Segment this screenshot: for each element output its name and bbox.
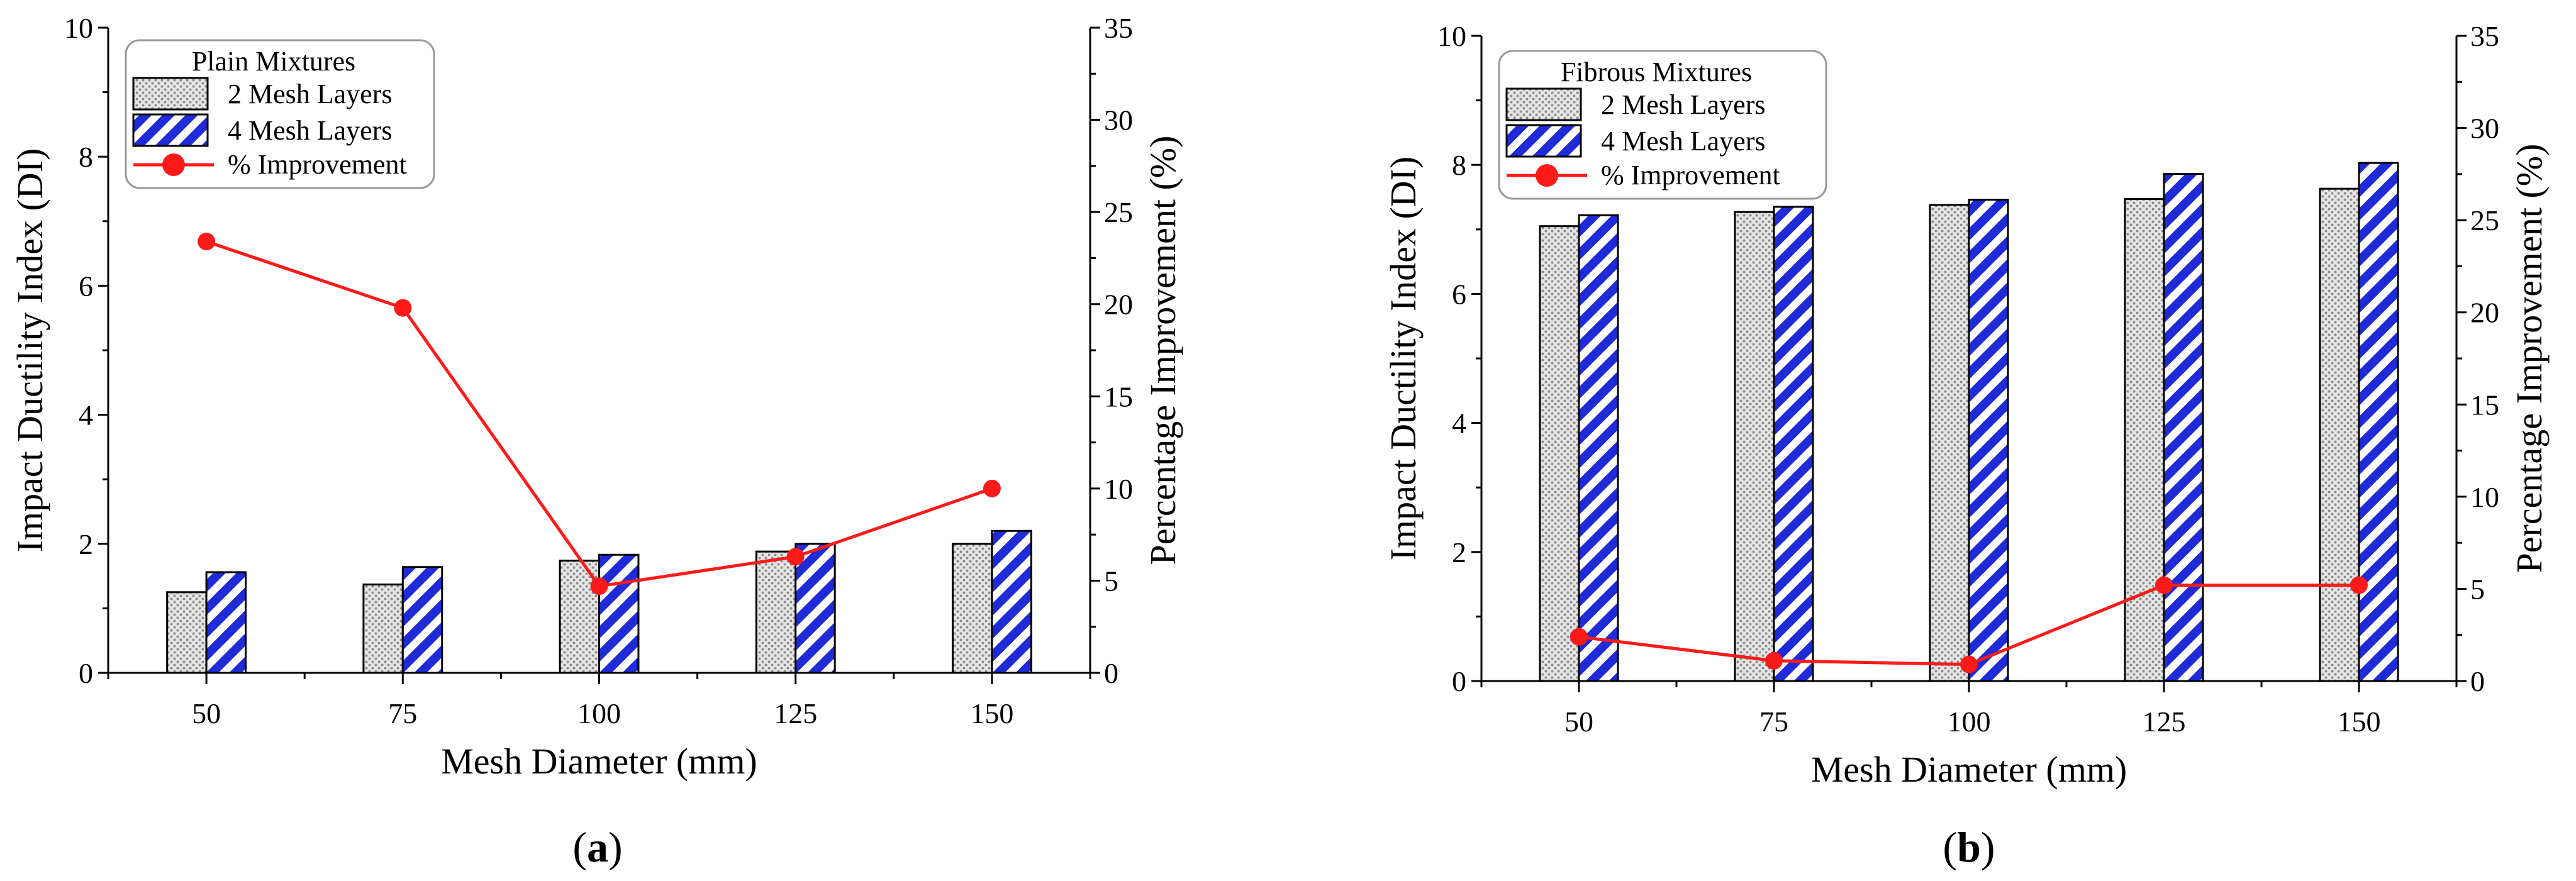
y-tick-label: 8	[1452, 149, 1466, 181]
legend-label-4-layers: 4 Mesh Layers	[228, 115, 393, 146]
y2-tick-label: 30	[1104, 104, 1133, 136]
bar-4-mesh-layers-75	[1773, 206, 1814, 682]
improvement-line	[206, 240, 993, 588]
legend-label-improvement: % Improvement	[228, 149, 407, 180]
y2-axis-title: Percentage Improvement (%)	[1142, 136, 1183, 565]
y2-tick-label: 30	[2470, 113, 2499, 145]
bar-4-mesh-layers-100	[598, 553, 640, 674]
improvement-point-100	[1960, 655, 1978, 673]
bar-2-mesh-layers-150	[2319, 187, 2360, 682]
improvement-point-125	[786, 548, 805, 566]
x-axis-title: Mesh Diameter (mm)	[441, 741, 757, 782]
bar-4-mesh-layers-150	[2358, 162, 2399, 682]
x-tick-label: 75	[388, 697, 417, 729]
y2-tick-label: 0	[1104, 657, 1118, 689]
legend-swatch-4-layers	[1505, 124, 1582, 158]
y2-tick-label: 5	[1104, 565, 1118, 597]
y-tick-label: 4	[1452, 407, 1466, 440]
improvement-point-150	[983, 479, 1001, 497]
panel-label: (a)	[572, 823, 622, 871]
bar-4-mesh-layers-50	[1578, 214, 1619, 682]
x-tick-label: 125	[774, 697, 817, 729]
y-tick-label: 10	[64, 12, 93, 44]
bar-4-mesh-layers-100	[1968, 199, 2009, 682]
y2-tick-label: 20	[1104, 289, 1133, 321]
y-tick-label: 2	[79, 528, 93, 560]
x-tick-label: 100	[577, 697, 621, 729]
legend-swatch-2-layers	[1505, 87, 1582, 121]
x-tick-label: 75	[1759, 706, 1788, 738]
y2-tick-label: 0	[2470, 665, 2485, 697]
improvement-point-150	[2350, 576, 2368, 594]
x-tick-label: 50	[1564, 706, 1593, 738]
y2-tick-label: 20	[2470, 297, 2499, 329]
bar-4-mesh-layers-50	[205, 571, 247, 674]
y-tick-label: 0	[79, 657, 93, 689]
improvement-point-50	[198, 233, 216, 251]
y2-tick-label: 10	[2470, 481, 2499, 513]
legend-swatch-4-layers	[132, 113, 209, 147]
y-tick-label: 2	[1452, 536, 1466, 568]
x-tick-label: 150	[2338, 706, 2381, 738]
y-tick-label: 4	[79, 399, 93, 431]
y-axis-title: Impact Ductility Index (DI)	[9, 148, 50, 553]
x-tick-label: 100	[1948, 706, 1991, 738]
improvement-point-125	[2155, 576, 2173, 594]
bar-2-mesh-layers-100	[1929, 204, 1970, 682]
legend-title: Fibrous Mixtures	[1561, 57, 1752, 87]
y-tick-label: 6	[79, 270, 93, 302]
bar-4-mesh-layers-150	[991, 529, 1032, 674]
panel-label: (b)	[1943, 823, 1995, 871]
x-tick-label: 150	[970, 697, 1013, 729]
y2-tick-label: 10	[1104, 473, 1133, 505]
legend-label-2-layers: 2 Mesh Layers	[228, 79, 393, 109]
y2-tick-label: 25	[2470, 204, 2499, 236]
legend-marker	[1536, 164, 1558, 187]
bar-2-mesh-layers-150	[951, 543, 993, 674]
x-tick-label: 50	[192, 697, 221, 729]
y2-tick-label: 15	[2470, 389, 2499, 421]
legend-label-improvement: % Improvement	[1601, 160, 1780, 191]
improvement-point-50	[1570, 628, 1588, 646]
x-axis-title: Mesh Diameter (mm)	[1811, 749, 2127, 790]
legend-title: Plain Mixtures	[192, 46, 355, 77]
bar-2-mesh-layers-50	[166, 591, 208, 674]
legend-label-2-layers: 2 Mesh Layers	[1601, 89, 1766, 120]
legend-label-4-layers: 4 Mesh Layers	[1601, 126, 1766, 157]
y2-tick-label: 15	[1104, 380, 1133, 413]
bar-4-mesh-layers-75	[401, 566, 443, 674]
y-tick-label: 0	[1452, 665, 1466, 697]
improvement-point-75	[394, 299, 412, 317]
x-tick-label: 125	[2143, 706, 2186, 738]
y2-tick-label: 5	[2470, 573, 2485, 605]
y-tick-label: 8	[79, 141, 93, 173]
bar-2-mesh-layers-50	[1539, 225, 1580, 682]
improvement-point-75	[1765, 651, 1783, 670]
legend-swatch-2-layers	[132, 77, 209, 111]
bar-2-mesh-layers-75	[1734, 211, 1775, 682]
y-axis-title: Impact Ductility Index (DI)	[1383, 157, 1424, 561]
bar-4-mesh-layers-125	[795, 543, 836, 674]
bar-2-mesh-layers-125	[755, 550, 797, 674]
bar-2-mesh-layers-75	[362, 583, 404, 674]
bar-4-mesh-layers-125	[2163, 173, 2204, 682]
y2-tick-label: 35	[1104, 12, 1133, 44]
y2-axis-title: Percentage Improvement (%)	[2509, 144, 2550, 573]
y-tick-label: 6	[1452, 278, 1466, 310]
bar-2-mesh-layers-125	[2124, 198, 2165, 682]
y2-tick-label: 35	[2470, 20, 2499, 52]
legend-marker	[162, 153, 185, 176]
improvement-point-100	[590, 577, 608, 596]
y2-tick-label: 25	[1104, 196, 1133, 228]
y-tick-label: 10	[1437, 20, 1466, 52]
